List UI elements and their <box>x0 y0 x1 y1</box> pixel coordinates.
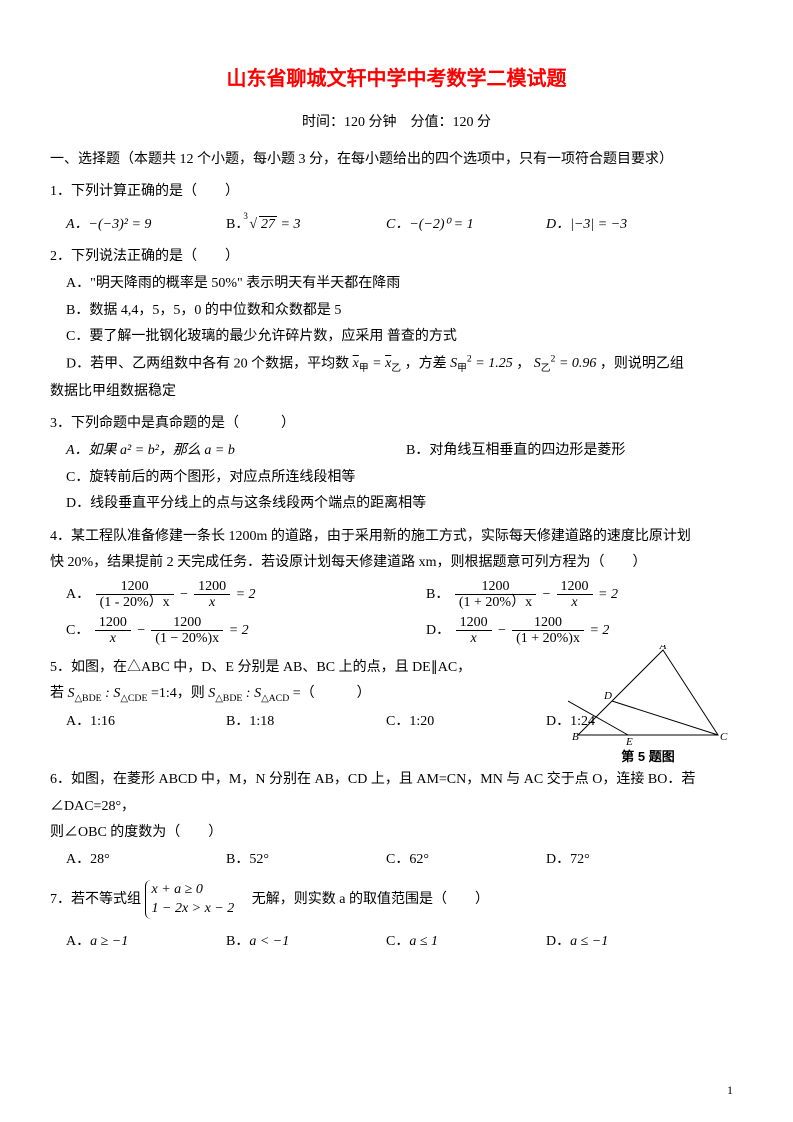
q5-A: A．1:16 <box>66 709 216 736</box>
q6-B: B．52° <box>226 847 376 874</box>
q1-options: A．−(−3)² = 9 B．3√27 = 3 C．−(−2)⁰ = 1 D．|… <box>66 212 743 239</box>
section1-heading: 一、选择题（本题共 12 个小题，每小题 3 分，在每小题给出的四个选项中，只有… <box>50 147 743 174</box>
q4-A: A． 1200(1 - 20%）x − 1200x = 2 <box>66 577 386 613</box>
q1-stem: 1．下列计算正确的是（ ） <box>50 179 743 206</box>
q5-C: C．1:20 <box>386 709 536 736</box>
svg-text:A: A <box>659 645 667 652</box>
q2-B: B．数据 4,4，5，5，0 的中位数和众数都是 5 <box>66 298 743 325</box>
svg-text:E: E <box>625 736 633 745</box>
q1-C: C．−(−2)⁰ = 1 <box>386 212 536 239</box>
q7-B: B．a < −1 <box>226 929 376 956</box>
q7-stem: 7．若不等式组 x + a ≥ 0 1 − 2x > x − 2 无解，则实数 … <box>50 880 743 919</box>
q5-B: B．1:18 <box>226 709 376 736</box>
q4-stem1: 4．某工程队准备修建一条长 1200m 的道路，由于采用新的施工方式，实际每天修… <box>50 524 743 551</box>
q7-A: A．a ≥ −1 <box>66 929 216 956</box>
q3-A: A．如果 a² = b²，那么 a = b <box>66 438 366 465</box>
q1-B: B．3√27 = 3 <box>226 212 376 239</box>
q4-B: B． 1200(1 + 20%）x − 1200x = 2 <box>426 577 618 613</box>
q4-stem2: 快 20%，结果提前 2 天完成任务．若设原计划每天修建道路 xm，则根据题意可… <box>50 550 743 577</box>
q3-D: D．线段垂直平分线上的点与这条线段两个端点的距离相等 <box>66 491 743 518</box>
q4-C: C． 1200x − 1200(1 − 20%)x = 2 <box>66 613 386 649</box>
q3-B: B．对角线互相垂直的四边形是菱形 <box>406 438 625 465</box>
q6-stem1: 6．如图，在菱形 ABCD 中，M，N 分别在 AB，CD 上，且 AM=CN，… <box>50 767 743 820</box>
q6-stem2: 则∠OBC 的度数为（ ） <box>50 820 743 847</box>
q4-D: D． 1200x − 1200(1 + 20%)x = 2 <box>426 613 609 649</box>
q3-stem: 3．下列命题中是真命题的是（ ） <box>50 411 743 438</box>
svg-text:B: B <box>572 731 579 743</box>
q1-A: A．−(−3)² = 9 <box>66 212 216 239</box>
page-title: 山东省聊城文轩中学中考数学二模试题 <box>50 60 743 98</box>
q7-C: C．a ≤ 1 <box>386 929 536 956</box>
q2-stem: 2．下列说法正确的是（ ） <box>50 244 743 271</box>
svg-text:D: D <box>603 690 612 702</box>
page-number: 1 <box>727 1079 733 1102</box>
q2-C: C．要了解一批钢化玻璃的最少允许碎片数，应采用 普查的方式 <box>66 324 743 351</box>
q7-options: A．a ≥ −1 B．a < −1 C．a ≤ 1 D．a ≤ −1 <box>66 929 743 956</box>
q2-A: A．"明天降雨的概率是 50%" 表示明天有半天都在降雨 <box>66 271 743 298</box>
q6-D: D．72° <box>546 847 696 874</box>
q2-D: D．若甲、乙两组数中各有 20 个数据，平均数 x甲 = x乙 ，方差 S甲2 … <box>66 351 743 379</box>
q6-C: C．62° <box>386 847 536 874</box>
q3-C: C．旋转前后的两个图形，对应点所连线段相等 <box>66 465 743 492</box>
svg-text:C: C <box>720 731 728 743</box>
q1-D: D．|−3| = −3 <box>546 212 696 239</box>
q6-A: A．28° <box>66 847 216 874</box>
q7-D: D．a ≤ −1 <box>546 929 696 956</box>
q2-D-line2: 数据比甲组数据稳定 <box>50 379 743 406</box>
q6-options: A．28° B．52° C．62° D．72° <box>66 847 743 874</box>
subtitle: 时间：120 分钟 分值：120 分 <box>50 110 743 137</box>
q5-figure: A B C D E 第 5 题图 <box>563 645 733 770</box>
